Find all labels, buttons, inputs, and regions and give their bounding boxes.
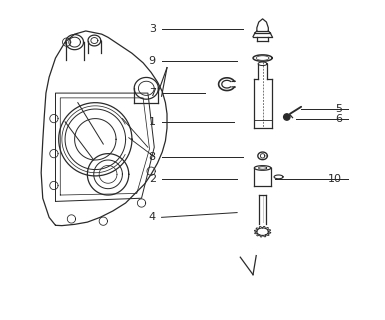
Text: 7: 7: [149, 88, 156, 98]
Text: 10: 10: [328, 174, 342, 184]
Text: 5: 5: [335, 104, 342, 114]
Circle shape: [284, 114, 290, 120]
Text: 3: 3: [149, 24, 156, 34]
Text: 2: 2: [149, 174, 156, 184]
Text: 4: 4: [149, 212, 156, 222]
Text: 6: 6: [335, 114, 342, 124]
Text: 8: 8: [149, 152, 156, 162]
Text: 9: 9: [149, 56, 156, 66]
Text: 1: 1: [149, 117, 156, 127]
